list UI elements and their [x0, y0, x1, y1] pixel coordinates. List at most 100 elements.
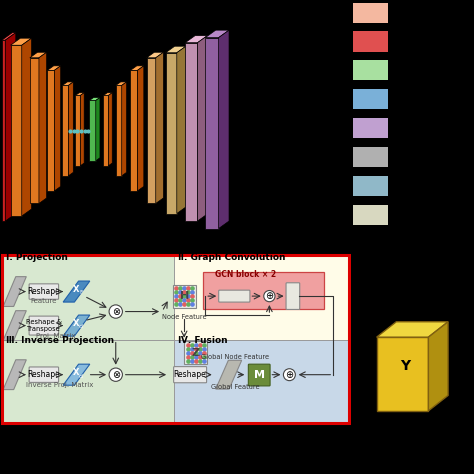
Circle shape	[264, 291, 275, 302]
Polygon shape	[30, 58, 39, 203]
Text: Global Feature: Global Feature	[211, 384, 259, 390]
Polygon shape	[205, 30, 229, 38]
Polygon shape	[130, 70, 137, 191]
Circle shape	[283, 369, 295, 381]
FancyBboxPatch shape	[173, 366, 207, 383]
Text: Node Feature: Node Feature	[162, 314, 207, 320]
Polygon shape	[165, 53, 177, 213]
Polygon shape	[90, 100, 96, 161]
Polygon shape	[146, 52, 164, 58]
Polygon shape	[2, 33, 16, 40]
Polygon shape	[80, 93, 84, 166]
Bar	[392, 65, 474, 76]
Polygon shape	[63, 315, 90, 336]
Polygon shape	[47, 70, 55, 191]
Polygon shape	[75, 95, 80, 166]
Bar	[173, 339, 349, 423]
Polygon shape	[116, 85, 122, 176]
Polygon shape	[30, 52, 46, 58]
Bar	[392, 7, 474, 18]
Polygon shape	[137, 66, 144, 191]
Bar	[353, 176, 388, 196]
Polygon shape	[165, 46, 186, 53]
Polygon shape	[130, 66, 144, 70]
Bar	[353, 147, 388, 167]
FancyBboxPatch shape	[248, 364, 270, 386]
Bar	[203, 272, 324, 309]
Polygon shape	[96, 98, 100, 161]
Bar	[2, 255, 173, 339]
Bar	[123, 246, 142, 266]
Bar	[179, 440, 191, 460]
Text: Proj. Matrix: Proj. Matrix	[36, 333, 76, 339]
Polygon shape	[68, 82, 73, 176]
Text: d: d	[79, 325, 83, 329]
Polygon shape	[185, 36, 207, 43]
Bar	[173, 284, 196, 308]
Text: ⊗: ⊗	[112, 307, 120, 317]
Polygon shape	[156, 52, 164, 203]
Text: Ⅲ. Inverse Projection: Ⅲ. Inverse Projection	[6, 336, 114, 345]
Text: Reshape: Reshape	[27, 287, 60, 296]
Text: d: d	[79, 374, 83, 379]
Polygon shape	[177, 46, 186, 213]
Polygon shape	[103, 95, 109, 166]
Polygon shape	[55, 66, 61, 191]
Text: ⊕: ⊕	[285, 370, 293, 380]
Text: GCN block × 2: GCN block × 2	[215, 270, 276, 279]
Polygon shape	[351, 251, 474, 339]
Polygon shape	[205, 38, 219, 228]
Polygon shape	[3, 277, 27, 307]
Bar	[353, 205, 388, 225]
Text: Ⅳ. Fusion: Ⅳ. Fusion	[178, 336, 228, 345]
Polygon shape	[22, 38, 32, 216]
Bar	[392, 94, 474, 105]
Polygon shape	[146, 58, 156, 203]
FancyBboxPatch shape	[29, 367, 59, 383]
Polygon shape	[39, 52, 46, 203]
Text: Y: Y	[401, 359, 410, 373]
Polygon shape	[63, 85, 68, 176]
Polygon shape	[122, 82, 127, 176]
Text: Feature: Feature	[31, 298, 57, 304]
Polygon shape	[90, 98, 100, 100]
Polygon shape	[63, 281, 90, 302]
Text: Z: Z	[191, 348, 200, 358]
Text: Reshape: Reshape	[174, 370, 207, 379]
Bar	[392, 181, 474, 191]
Polygon shape	[216, 360, 242, 389]
Text: Ⅰ. Projection: Ⅰ. Projection	[6, 253, 68, 262]
Polygon shape	[219, 30, 229, 228]
FancyBboxPatch shape	[29, 316, 59, 335]
Bar	[392, 36, 474, 47]
Bar	[184, 341, 207, 365]
Text: Ⅱ. Graph Convolution: Ⅱ. Graph Convolution	[178, 253, 286, 262]
Polygon shape	[3, 360, 27, 390]
Polygon shape	[428, 322, 448, 411]
Text: H: H	[180, 291, 189, 301]
Bar	[353, 118, 388, 138]
FancyBboxPatch shape	[286, 283, 300, 310]
Text: Inverse Proj. Matrix: Inverse Proj. Matrix	[26, 383, 93, 388]
Bar	[392, 209, 474, 220]
Polygon shape	[103, 93, 112, 95]
Text: X: X	[73, 285, 79, 294]
Polygon shape	[116, 82, 127, 85]
Text: X: X	[73, 319, 79, 328]
Text: Global Node Feature: Global Node Feature	[201, 354, 269, 360]
Bar	[353, 31, 388, 52]
Text: ⊕: ⊕	[265, 291, 273, 301]
Bar	[392, 152, 474, 163]
Polygon shape	[63, 82, 73, 85]
Polygon shape	[5, 33, 16, 221]
Bar	[353, 2, 388, 23]
Polygon shape	[63, 364, 90, 385]
Polygon shape	[377, 322, 448, 337]
Text: ⊗: ⊗	[112, 370, 120, 380]
Text: M: M	[254, 370, 264, 380]
Polygon shape	[198, 36, 207, 221]
Polygon shape	[10, 38, 32, 45]
Polygon shape	[377, 337, 428, 411]
Polygon shape	[3, 310, 27, 340]
Polygon shape	[75, 93, 84, 95]
